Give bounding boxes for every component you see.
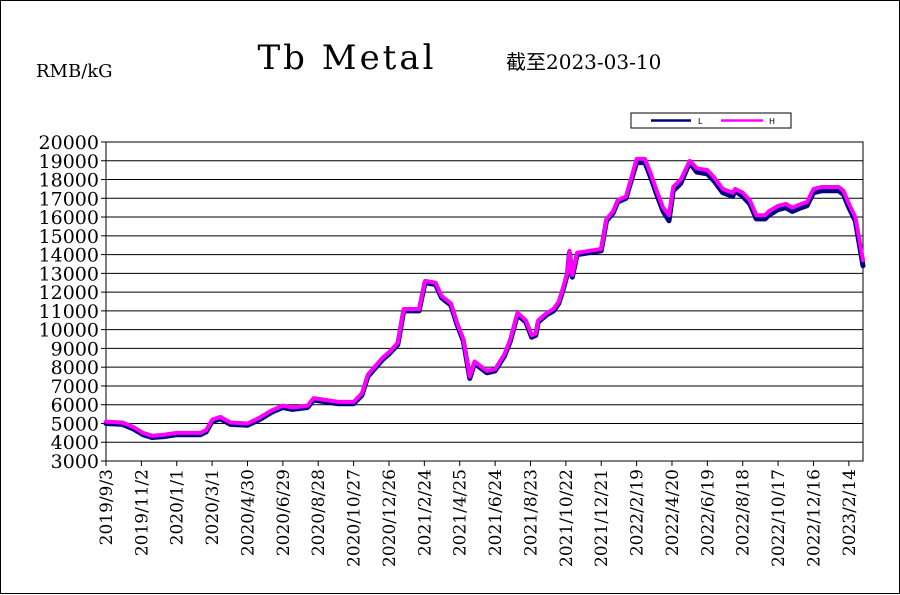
legend: L H bbox=[630, 112, 792, 129]
x-tick-label: 2021/6/24 bbox=[486, 469, 506, 556]
y-tick-label: 12000 bbox=[39, 282, 99, 304]
y-tick-label: 11000 bbox=[39, 301, 99, 323]
y-tick-label: 14000 bbox=[39, 245, 99, 267]
x-tick-label: 2022/6/19 bbox=[698, 469, 718, 556]
y-tick-label: 5000 bbox=[51, 413, 99, 435]
x-tick-label: 2020/6/29 bbox=[274, 469, 294, 556]
legend-label-H: H bbox=[769, 117, 775, 126]
x-tick-label: 2021/12/21 bbox=[592, 469, 612, 567]
y-tick-label: 7000 bbox=[51, 376, 99, 398]
y-tick-label: 15000 bbox=[39, 226, 99, 248]
y-tick-labels: 3000400050006000700080009000100001100012… bbox=[39, 132, 99, 473]
series-layer bbox=[103, 156, 866, 440]
y-tick-label: 3000 bbox=[51, 451, 99, 473]
x-tick-label: 2020/10/27 bbox=[345, 469, 365, 567]
y-tick-label: 4000 bbox=[51, 432, 99, 454]
x-tick-label: 2020/3/1 bbox=[203, 469, 223, 545]
chart-title: Tb Metal bbox=[258, 38, 437, 78]
y-tick-label: 19000 bbox=[39, 151, 99, 173]
chart-subtitle: 截至2023-03-10 bbox=[506, 50, 661, 74]
y-tick-label: 9000 bbox=[51, 338, 99, 360]
x-tick-label: 2019/9/3 bbox=[97, 469, 117, 545]
x-tick-label: 2023/2/14 bbox=[840, 469, 860, 556]
legend-label-L: L bbox=[698, 117, 703, 126]
y-tick-label: 18000 bbox=[39, 170, 99, 192]
x-tick-label: 2021/2/24 bbox=[415, 469, 435, 556]
x-tick-label: 2022/8/18 bbox=[734, 469, 754, 556]
x-tick-label: 2020/12/26 bbox=[380, 469, 400, 567]
x-tick-label: 2019/11/2 bbox=[132, 469, 152, 556]
x-tick-label: 2021/8/23 bbox=[521, 469, 541, 556]
y-tick-label: 17000 bbox=[39, 188, 99, 210]
grid-layer bbox=[101, 141, 864, 466]
y-tick-label: 16000 bbox=[39, 207, 99, 229]
x-tick-label: 2021/10/22 bbox=[557, 469, 577, 567]
y-axis-unit-label: RMB/kG bbox=[36, 61, 113, 82]
y-tick-label: 8000 bbox=[51, 357, 99, 379]
x-tick-label: 2022/2/19 bbox=[628, 469, 648, 556]
x-tick-label: 2020/8/28 bbox=[309, 469, 329, 556]
x-tick-label: 2021/4/25 bbox=[451, 469, 471, 556]
legend-box bbox=[630, 112, 792, 129]
y-tick-label: 13000 bbox=[39, 263, 99, 285]
y-tick-label: 20000 bbox=[39, 132, 99, 154]
plot-area-border bbox=[105, 141, 864, 462]
series-line-H bbox=[104, 156, 865, 438]
x-tick-label: 2020/4/30 bbox=[238, 469, 258, 556]
x-tick-label: 2022/10/17 bbox=[769, 469, 789, 567]
x-tick-label: 2022/12/16 bbox=[804, 469, 824, 567]
x-tick-labels: 2019/9/3 2019/11/2 2020/1/1 2020/3/1 2020/4/… bbox=[97, 469, 860, 567]
x-tick-label: 2020/1/1 bbox=[168, 469, 188, 545]
y-tick-label: 10000 bbox=[39, 320, 99, 342]
y-tick-label: 6000 bbox=[51, 395, 99, 417]
x-tick-label: 2022/4/20 bbox=[663, 469, 683, 556]
